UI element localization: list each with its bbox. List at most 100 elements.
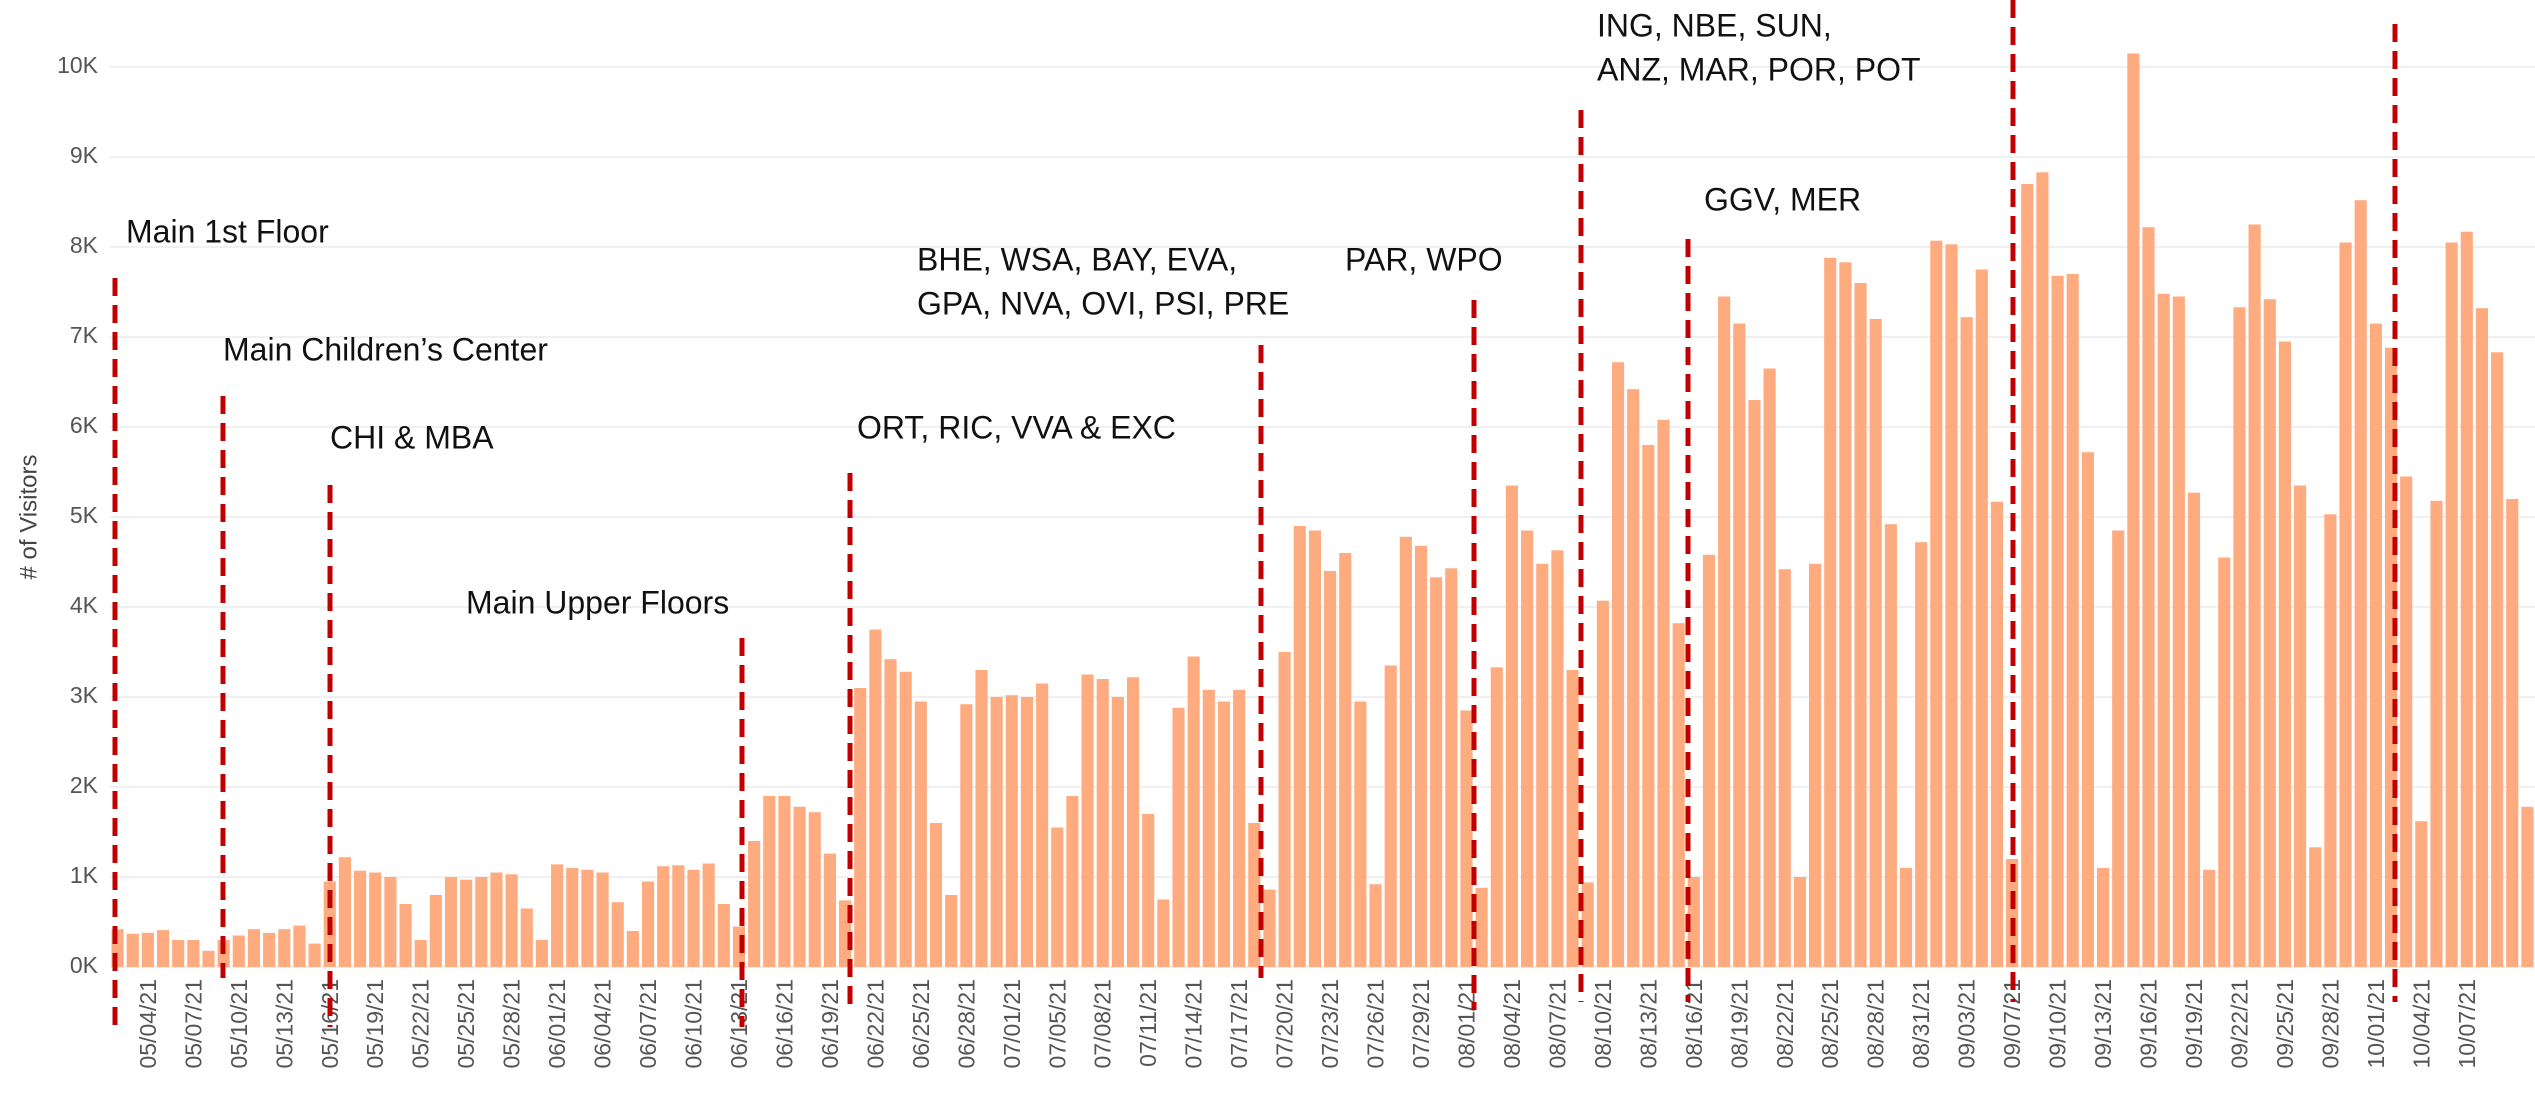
bar [505, 874, 518, 967]
y-tick-label: 5K [70, 502, 99, 528]
bar [1793, 877, 1806, 967]
bar [1354, 701, 1367, 967]
bar [2006, 859, 2019, 967]
x-tick-label: 06/28/21 [953, 979, 979, 1069]
bar [2430, 500, 2443, 967]
bar [2506, 499, 2519, 967]
bar [1293, 526, 1306, 967]
y-tick-label: 9K [70, 142, 99, 168]
bar [1899, 868, 1913, 967]
bar [2491, 352, 2504, 967]
x-tick-label: 06/16/21 [771, 979, 797, 1069]
y-tick-label: 10K [57, 52, 99, 78]
bar [1248, 823, 1261, 967]
x-tick-label: 09/25/21 [2272, 979, 2298, 1069]
bar [854, 688, 867, 967]
bar [520, 908, 533, 967]
bar [2127, 53, 2140, 967]
bar [884, 659, 897, 967]
x-tick-label: 05/10/21 [226, 979, 252, 1069]
x-tick-label: 09/22/21 [2226, 979, 2252, 1069]
x-tick-label: 07/14/21 [1181, 979, 1207, 1069]
x-tick-label: 09/19/21 [2181, 979, 2207, 1069]
bar [2324, 514, 2337, 967]
bar [293, 925, 306, 967]
bar [1945, 244, 1958, 968]
bar [1399, 536, 1412, 967]
bar [2157, 293, 2170, 967]
bar [929, 823, 943, 967]
bar [1036, 683, 1049, 967]
annotation-text: ANZ, MAR, POR, POT [1597, 51, 1921, 87]
bar [748, 841, 761, 967]
x-tick-label: 05/25/21 [453, 979, 479, 1069]
bar [2112, 530, 2125, 967]
bar [1611, 362, 1625, 967]
x-tick-label: 07/20/21 [1272, 979, 1298, 1069]
bar [444, 877, 458, 967]
bar [808, 812, 821, 967]
annotation-text: GPA, NVA, OVI, PSI, PRE [917, 285, 1289, 321]
annotation-text: CHI & MBA [330, 419, 494, 455]
bar [1475, 887, 1488, 967]
bar [2354, 200, 2367, 967]
bar [914, 701, 927, 967]
annotation-text: PAR, WPO [1345, 241, 1503, 277]
x-tick-label: 07/01/21 [999, 979, 1025, 1069]
bar [551, 864, 564, 967]
bar [2400, 476, 2413, 967]
x-tick-label: 06/13/21 [726, 979, 752, 1069]
bar [1824, 257, 1837, 967]
bar [2521, 806, 2534, 967]
bar [702, 863, 715, 967]
annotation-text: Main Upper Floors [466, 584, 729, 620]
x-tick-label: 07/23/21 [1317, 979, 1343, 1069]
bar [187, 940, 200, 967]
bar [1718, 296, 1731, 967]
x-tick-label: 08/04/21 [1499, 979, 1525, 1069]
x-tick-label: 09/07/21 [1999, 979, 2025, 1069]
bar [2021, 184, 2034, 967]
bar [1627, 389, 1640, 967]
bar [657, 866, 670, 967]
x-tick-label: 06/07/21 [635, 979, 661, 1069]
bar [1915, 542, 1928, 967]
bar [2218, 557, 2231, 967]
bar [1748, 400, 1761, 967]
bar [2096, 868, 2110, 967]
bar [247, 929, 261, 967]
annotation-text: Main 1st Floor [126, 213, 329, 249]
x-tick-label: 08/13/21 [1635, 979, 1661, 1069]
bar [2187, 492, 2201, 967]
annotation-text: BHE, WSA, BAY, EVA, [917, 241, 1237, 277]
x-tick-label: 05/13/21 [271, 979, 297, 1069]
bar [263, 932, 276, 967]
x-tick-label: 08/16/21 [1681, 979, 1707, 1069]
x-tick-label: 06/22/21 [862, 979, 888, 1069]
bar [1187, 656, 1200, 967]
bar [2309, 847, 2322, 967]
y-tick-label: 8K [70, 232, 99, 258]
bar [1536, 563, 1549, 967]
bar [1854, 283, 1867, 967]
x-tick-label: 08/25/21 [1817, 979, 1843, 1069]
bar [1521, 530, 1534, 967]
bar [1990, 501, 2004, 967]
bar [308, 943, 321, 967]
bar [1687, 877, 1700, 967]
x-tick-label: 09/03/21 [1954, 979, 1980, 1069]
x-tick-label: 05/22/21 [408, 979, 434, 1069]
bar [1763, 368, 1776, 967]
x-tick-label: 08/28/21 [1863, 979, 1889, 1069]
bar [2278, 341, 2291, 967]
bar [1324, 571, 1337, 967]
bar [2248, 224, 2261, 967]
x-tick-label: 08/22/21 [1772, 979, 1798, 1069]
bar [1657, 419, 1670, 967]
x-tick-label: 09/13/21 [2090, 979, 2116, 1069]
bar [2233, 307, 2246, 967]
y-tick-label: 7K [70, 322, 99, 348]
bar [960, 704, 973, 967]
bar [869, 629, 882, 967]
